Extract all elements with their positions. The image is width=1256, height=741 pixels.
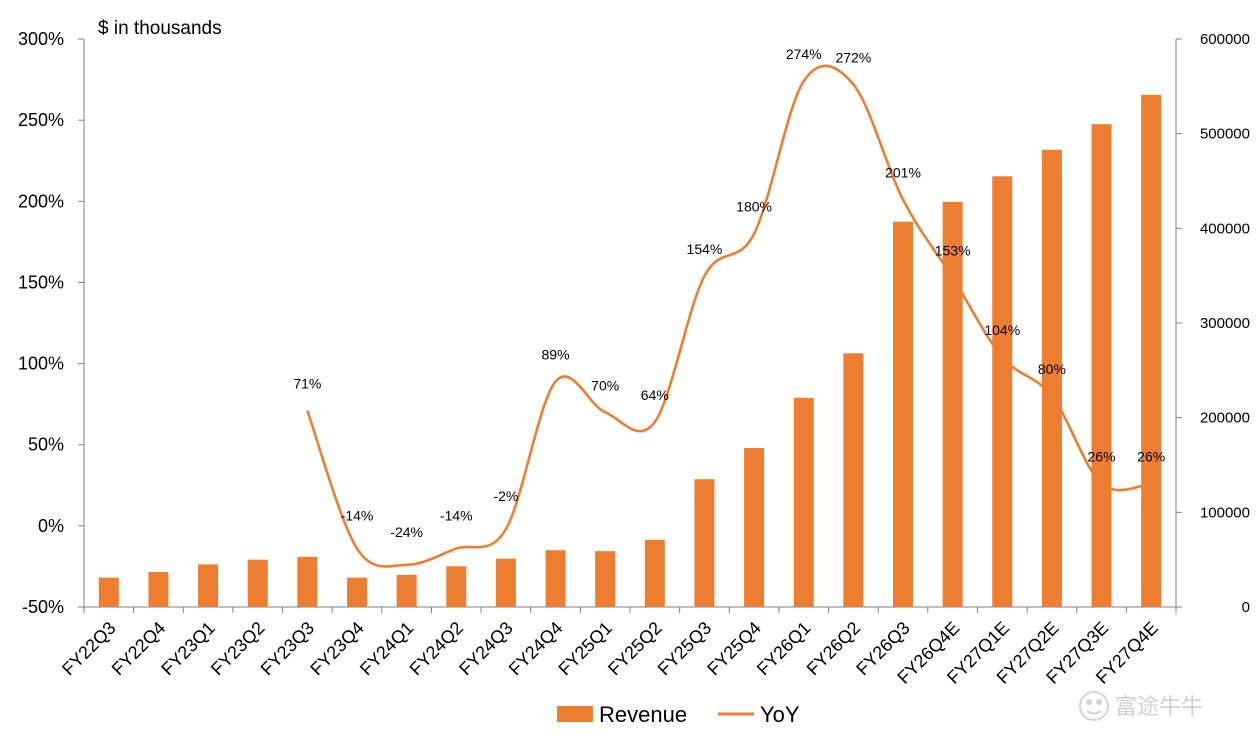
yoy-label-FY27Q4E: 26% bbox=[1137, 449, 1165, 465]
category-label: FY23Q1 bbox=[157, 618, 219, 680]
bar-revenue-FY24Q3 bbox=[495, 558, 516, 607]
bar-revenue-FY26Q2 bbox=[843, 353, 864, 607]
yoy-label-FY25Q4: 180% bbox=[736, 199, 772, 215]
right-tick-label: 100000 bbox=[1200, 504, 1250, 521]
category-label: FY25Q4 bbox=[703, 618, 765, 680]
left-tick-label: 150% bbox=[18, 272, 64, 292]
yoy-label-FY25Q3: 154% bbox=[687, 241, 723, 257]
left-tick-label: 100% bbox=[18, 354, 64, 374]
unit-label: $ in thousands bbox=[98, 18, 222, 39]
left-tick-label: 250% bbox=[18, 110, 64, 130]
category-label: FY22Q3 bbox=[58, 618, 120, 680]
watermark-text: 富途牛牛 bbox=[1115, 694, 1203, 719]
yoy-label-FY26Q1: 274% bbox=[786, 46, 822, 62]
category-label: FY26Q1 bbox=[753, 618, 815, 680]
category-label: FY24Q4 bbox=[505, 618, 567, 680]
legend-swatch-revenue bbox=[557, 706, 593, 722]
right-tick-label: 600000 bbox=[1200, 31, 1250, 48]
category-label: FY23Q2 bbox=[207, 618, 269, 680]
bar-revenue-FY25Q2 bbox=[644, 539, 665, 607]
yoy-label-FY27Q3E: 26% bbox=[1088, 449, 1116, 465]
bar-revenue-FY27Q1E bbox=[992, 176, 1013, 607]
category-label: FY24Q1 bbox=[356, 618, 418, 680]
axis-ticks: 300% 250% 200% 150% 100% 50% 0% -50% 600000 50000… bbox=[18, 29, 1250, 617]
category-label: FY25Q3 bbox=[654, 618, 716, 680]
bar-revenue-FY27Q2E bbox=[1041, 149, 1062, 607]
yoy-line bbox=[306, 64, 1152, 568]
bar-revenue-FY23Q3 bbox=[297, 556, 318, 607]
bar-revenue-FY25Q3 bbox=[694, 479, 715, 607]
revenue-bars bbox=[98, 94, 1162, 607]
left-tick-label: 0% bbox=[38, 516, 64, 536]
category-label: FY26Q2 bbox=[803, 618, 865, 680]
category-label: FY24Q2 bbox=[406, 618, 468, 680]
futu-logo-icon bbox=[1079, 691, 1109, 721]
right-tick-label: 200000 bbox=[1200, 410, 1250, 427]
yoy-label-FY26Q2: 272% bbox=[835, 49, 871, 65]
left-tick-label: -50% bbox=[22, 597, 64, 617]
category-label: FY23Q4 bbox=[306, 618, 368, 680]
yoy-label-FY23Q3: 71% bbox=[293, 376, 321, 392]
bar-revenue-FY23Q1 bbox=[198, 564, 219, 607]
right-tick-label: 300000 bbox=[1200, 315, 1250, 332]
yoy-label-FY24Q3: -2% bbox=[493, 488, 518, 504]
category-label: FY24Q3 bbox=[455, 618, 517, 680]
yoy-label-FY24Q4: 89% bbox=[542, 346, 570, 362]
bar-revenue-FY23Q2 bbox=[247, 559, 268, 607]
left-tick-label: 300% bbox=[18, 29, 64, 49]
right-tick-label: 400000 bbox=[1200, 220, 1250, 237]
category-label: FY22Q4 bbox=[108, 618, 170, 680]
yoy-label-FY23Q4: -14% bbox=[341, 508, 374, 524]
category-labels: FY22Q3FY22Q4FY23Q1FY23Q2FY23Q3FY23Q4FY24… bbox=[58, 618, 1162, 688]
left-tick-label: 50% bbox=[28, 435, 64, 455]
bar-revenue-FY27Q4E bbox=[1141, 94, 1162, 607]
legend-label-revenue: Revenue bbox=[599, 702, 687, 727]
yoy-data-labels: 71% -14% -24% -14% -2% 89% 70% 64% 154% 180% 274% 2… bbox=[293, 46, 1165, 540]
bar-revenue-FY24Q1 bbox=[396, 574, 417, 607]
yoy-label-FY27Q2E: 80% bbox=[1038, 361, 1066, 377]
legend: Revenue YoY bbox=[557, 702, 800, 727]
bar-revenue-FY26Q1 bbox=[793, 397, 814, 607]
bar-revenue-FY22Q3 bbox=[98, 577, 119, 607]
bar-revenue-FY25Q4 bbox=[744, 447, 765, 607]
right-tick-label: 0 bbox=[1242, 599, 1250, 616]
bar-revenue-FY24Q4 bbox=[545, 550, 566, 607]
legend-label-yoy: YoY bbox=[760, 702, 800, 727]
left-tick-label: 200% bbox=[18, 191, 64, 211]
yoy-label-FY24Q1: -24% bbox=[390, 524, 423, 540]
yoy-line-group bbox=[306, 64, 1152, 568]
bar-revenue-FY24Q2 bbox=[446, 566, 467, 607]
yoy-label-FY26Q4E: 153% bbox=[935, 243, 971, 259]
bar-revenue-FY23Q4 bbox=[347, 577, 367, 607]
bar-revenue-FY25Q1 bbox=[595, 551, 616, 607]
category-label: FY23Q3 bbox=[257, 618, 319, 680]
category-label: FY25Q2 bbox=[604, 618, 666, 680]
bar-revenue-FY22Q4 bbox=[148, 571, 169, 607]
yoy-label-FY26Q3: 201% bbox=[885, 165, 921, 181]
yoy-label-FY25Q2: 64% bbox=[641, 387, 669, 403]
yoy-label-FY27Q1E: 104% bbox=[984, 322, 1020, 338]
bar-revenue-FY27Q3E bbox=[1091, 124, 1112, 607]
bar-revenue-FY26Q3 bbox=[893, 221, 913, 607]
category-label: FY25Q1 bbox=[554, 618, 616, 680]
yoy-label-FY24Q2: -14% bbox=[440, 508, 473, 524]
bar-revenue-FY26Q4E bbox=[942, 201, 963, 607]
right-tick-label: 500000 bbox=[1200, 126, 1250, 143]
watermark: 富途牛牛 bbox=[1079, 691, 1203, 721]
yoy-label-FY25Q1: 70% bbox=[591, 377, 619, 393]
